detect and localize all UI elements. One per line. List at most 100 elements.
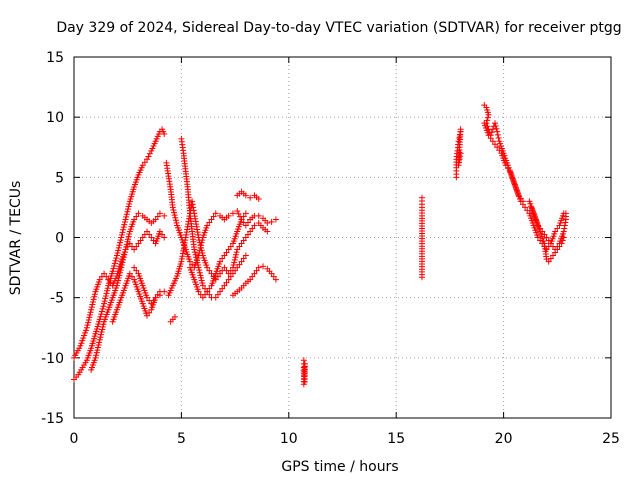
data-point [144,312,151,319]
data-point [547,240,554,247]
data-point [97,334,104,341]
data-point [169,204,176,211]
series-track-i [186,210,249,301]
data-point [492,141,499,148]
x-tick-label: 0 [70,431,79,447]
data-point [83,324,90,331]
data-point [493,125,500,132]
data-point [102,295,109,302]
data-point [113,282,120,289]
data-point [133,267,140,274]
data-point [234,246,241,253]
data-points [71,102,569,388]
data-point [221,252,228,259]
data-point [234,264,241,271]
data-point [247,194,254,201]
data-point [556,243,563,250]
series-track-d [109,270,168,325]
data-point [125,206,132,213]
data-point [223,279,230,286]
data-point [118,234,125,241]
data-point [101,300,108,307]
data-point [82,329,89,336]
data-point [94,344,101,351]
data-point [242,192,249,199]
data-point [88,304,95,311]
y-tick-label: 0 [55,231,64,247]
data-point [219,285,226,292]
data-point [77,342,84,349]
data-point [214,273,221,280]
data-point [519,198,526,205]
data-point [230,262,237,269]
data-point [484,114,491,121]
series-track-e [131,264,163,307]
x-tick-label: 25 [602,431,620,447]
data-point [135,210,142,217]
data-point [238,216,245,223]
series-track-s [528,204,567,265]
data-point [456,159,463,166]
data-point [202,291,209,298]
data-point [171,313,178,320]
data-point [233,251,240,258]
data-point [198,244,205,251]
data-point [231,259,238,266]
data-point [113,252,120,259]
data-point [522,204,529,211]
data-point [457,153,464,160]
data-point [242,252,249,259]
data-point [121,219,128,226]
data-point [119,259,126,266]
data-point [97,313,104,320]
data-point [115,247,122,254]
data-point [272,276,279,283]
data-point [193,254,200,261]
data-point [112,257,119,264]
data-point [102,292,109,299]
data-point [496,147,503,154]
data-point [244,219,251,226]
data-point [96,276,103,283]
data-point [206,285,213,292]
data-point [552,249,559,256]
data-point [247,228,254,235]
data-point [264,220,271,227]
data-point [117,239,124,246]
data-point [152,294,159,301]
y-tick-label: 10 [46,110,64,126]
data-point [206,219,213,226]
data-point [105,276,112,283]
data-point [104,285,111,292]
data-point [194,259,201,266]
x-axis-tick-labels: 0 5 10 15 20 25 [70,431,620,447]
data-point [204,222,211,229]
chart-title: Day 329 of 2024, Sidereal Day-to-day VTE… [56,20,621,36]
series-track-h [178,135,249,301]
data-point [502,162,509,169]
series-track-o [453,126,464,181]
data-point [227,243,234,250]
data-point [223,249,230,256]
data-point [87,309,94,316]
data-point [489,138,496,145]
data-point [128,273,135,280]
data-point [126,200,133,207]
data-point [104,287,111,294]
data-point [115,274,122,281]
data-point [114,249,121,256]
series-track-l [167,313,178,325]
series-track-j [234,188,262,202]
data-point [80,335,87,342]
data-point [123,211,130,218]
data-point [543,234,550,241]
series-track-a [71,126,168,383]
data-point [272,216,279,223]
data-point [126,270,133,277]
data-point [457,150,464,157]
data-point [494,131,501,138]
data-point [198,247,205,254]
data-point [554,225,561,232]
